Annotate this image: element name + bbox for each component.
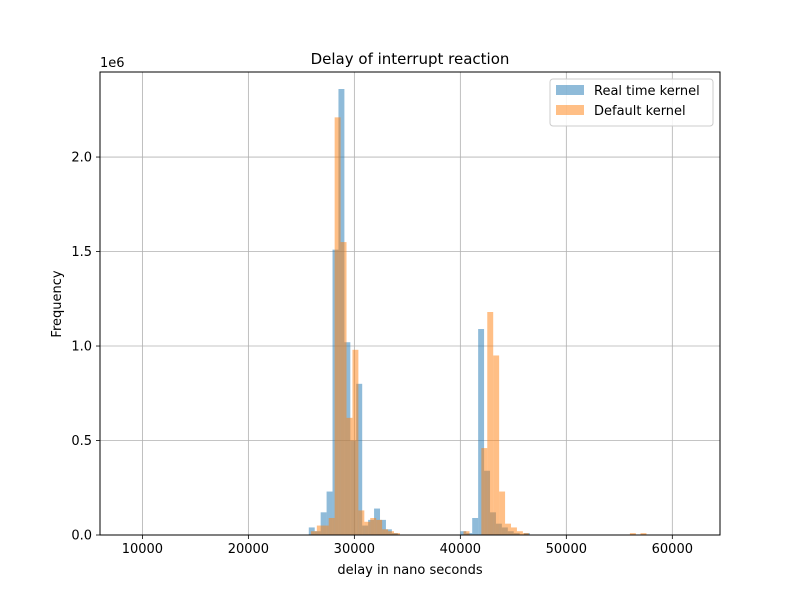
histogram-bar bbox=[499, 491, 506, 535]
histogram-bar bbox=[364, 521, 371, 535]
x-tick-label: 10000 bbox=[122, 542, 163, 557]
grid bbox=[100, 72, 720, 536]
histogram-bar bbox=[505, 523, 512, 535]
x-tick-label: 20000 bbox=[228, 542, 269, 557]
axes-frame bbox=[99, 71, 721, 536]
histogram-bar bbox=[310, 531, 317, 535]
histogram-bar bbox=[370, 517, 377, 535]
ticks: 10000 20000 30000 40000 50000 60000 0.0 0.5 1.0 1… bbox=[71, 151, 693, 557]
histogram-bar bbox=[326, 491, 333, 535]
x-tick-label: 30000 bbox=[334, 542, 375, 557]
y-tick-label: 1.0 bbox=[71, 340, 92, 355]
histogram-bar bbox=[316, 525, 323, 535]
series-default-kernel bbox=[310, 117, 647, 535]
bars bbox=[308, 89, 647, 536]
histogram-bar bbox=[463, 531, 470, 535]
histogram-bar bbox=[352, 349, 359, 535]
histogram-bar bbox=[493, 355, 500, 535]
x-tick-label: 60000 bbox=[652, 542, 693, 557]
histogram-bar bbox=[640, 533, 647, 535]
legend-box bbox=[549, 78, 714, 127]
histogram-bar bbox=[478, 329, 485, 535]
histogram-bar bbox=[629, 533, 636, 535]
chart-title: Delay of interrupt reaction bbox=[311, 50, 510, 68]
histogram-bar bbox=[472, 517, 479, 535]
histogram-bar bbox=[382, 529, 389, 535]
legend: Real time kernel Default kernel bbox=[549, 78, 714, 127]
y-tick-label: 1.5 bbox=[71, 245, 92, 260]
histogram-bar bbox=[511, 527, 517, 535]
histogram-bar bbox=[322, 525, 329, 535]
histogram-bar bbox=[487, 312, 494, 535]
histogram-bar bbox=[380, 519, 386, 535]
histogram-bar bbox=[376, 519, 383, 535]
legend-label-default-kernel: Default kernel bbox=[594, 104, 686, 119]
legend-swatch-default-kernel bbox=[556, 105, 584, 115]
histogram-bar bbox=[516, 531, 523, 535]
histogram-bar bbox=[393, 533, 400, 535]
y-tick-label: 0.5 bbox=[71, 434, 92, 449]
y-axis-label: Frequency bbox=[50, 270, 65, 337]
histogram-bar bbox=[328, 517, 335, 535]
histogram-bar bbox=[481, 448, 488, 535]
legend-label-real-time-kernel: Real time kernel bbox=[594, 84, 700, 99]
histogram-bar bbox=[460, 531, 467, 535]
x-tick-label: 40000 bbox=[440, 542, 481, 557]
y-offset-label: 1e6 bbox=[100, 56, 125, 71]
legend-swatch-real-time-kernel bbox=[556, 85, 584, 95]
histogram-bar bbox=[356, 383, 363, 535]
x-tick-label: 50000 bbox=[546, 542, 587, 557]
histogram-bar bbox=[522, 533, 529, 535]
x-axis-label: delay in nano seconds bbox=[337, 563, 483, 578]
histogram-bar bbox=[320, 512, 327, 535]
histogram-bar bbox=[346, 417, 353, 535]
histogram-bar bbox=[388, 531, 394, 535]
histogram-bar bbox=[334, 117, 341, 535]
y-tick-label: 2.0 bbox=[71, 151, 92, 166]
y-tick-label: 0.0 bbox=[71, 529, 92, 544]
histogram-bar bbox=[358, 510, 365, 535]
histogram-bar bbox=[340, 242, 347, 535]
